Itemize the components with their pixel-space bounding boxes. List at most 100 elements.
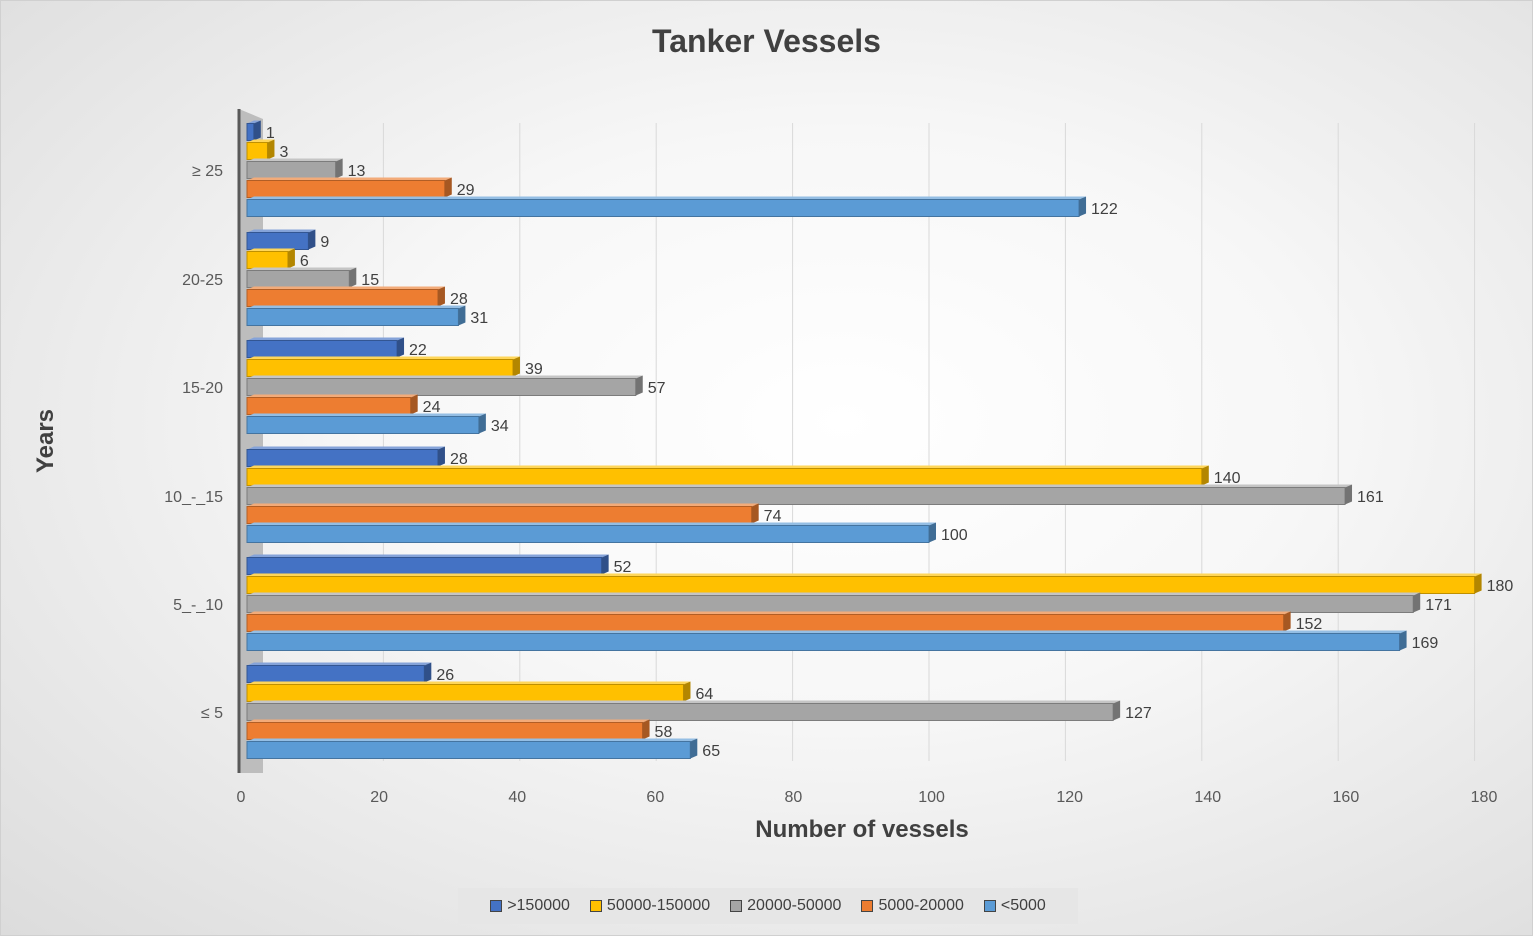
bar-top-face [247,356,520,360]
data-label: 65 [702,743,720,760]
x-tick-label: 180 [1471,789,1498,806]
data-label: 9 [320,234,329,251]
bar-end-face [437,286,445,307]
bar [246,592,1421,613]
data-label: 28 [450,291,468,308]
x-tick-label: 160 [1333,789,1360,806]
bar-front-face [246,289,439,307]
bar-front-face [246,340,398,358]
data-label: 13 [348,163,366,180]
data-label: 1 [266,125,275,142]
bar-top-face [247,465,1209,469]
bar-top-face [247,305,466,309]
bar [246,719,650,740]
bar [246,177,452,198]
data-label: 52 [614,559,632,576]
bar-top-face [247,139,275,143]
bar-top-face [247,158,343,162]
bar-top-face [247,248,295,252]
bar-front-face [246,251,289,269]
bar [246,139,275,160]
bar [246,286,445,307]
bar-end-face [1399,630,1407,651]
bar [246,337,405,358]
data-label: 29 [457,182,475,199]
legend-swatch [490,900,503,912]
data-label: 39 [525,361,543,378]
bar-top-face [247,177,452,181]
data-label: 24 [423,399,441,416]
bar-top-face [247,394,418,398]
bar [246,158,343,179]
y-category-label: 10_-_15 [164,489,223,506]
x-tick-label: 20 [370,789,388,806]
bar-front-face [246,199,1080,217]
data-label: 26 [436,667,454,684]
data-label: 28 [450,451,468,468]
bar [246,662,432,683]
bar-top-face [247,286,445,290]
data-label: 152 [1296,616,1323,633]
legend-item: <5000 [983,897,1046,915]
bar-end-face [287,248,295,269]
y-category-label: ≥ 25 [192,163,223,180]
bar-front-face [246,633,1401,651]
bar-top-face [247,554,609,558]
bar-end-face [335,158,343,179]
bar-top-face [247,337,405,341]
bar-top-face [247,681,691,685]
bar-end-face [397,337,405,358]
bar-front-face [246,703,1114,721]
data-label: 64 [695,686,713,703]
bar-front-face [246,741,691,759]
bar-end-face [1413,592,1421,613]
bar [246,196,1087,217]
chart-title: Tanker Vessels [652,23,881,59]
legend-swatch [983,900,996,912]
bar-front-face [246,359,514,377]
bar [246,554,609,575]
bar-top-face [247,484,1353,488]
data-label: 6 [300,253,309,270]
bar [246,484,1353,505]
bar-front-face [246,378,637,396]
bar-front-face [246,397,412,415]
y-category-label: 20-25 [182,272,223,289]
bar-front-face [246,416,480,434]
data-label: 127 [1125,705,1152,722]
legend-label: 50000-150000 [606,897,711,914]
bar [246,738,698,759]
bar-front-face [246,232,309,250]
bar-front-face [246,506,753,524]
bar-top-face [247,630,1407,634]
bar-end-face [601,554,609,575]
legend-item: 20000-50000 [730,897,841,915]
bar-front-face [246,449,439,467]
legend-label: >150000 [507,897,570,914]
bar-top-face [247,120,261,124]
data-label: 140 [1214,470,1241,487]
bar-front-face [246,684,684,702]
bar [246,630,1407,651]
bar-top-face [247,700,1121,704]
data-label: 180 [1487,578,1514,595]
bar [246,681,691,702]
bar-top-face [247,375,643,379]
bar-end-face [267,139,275,160]
bar [246,413,486,434]
legend-item: 5000-20000 [861,897,964,915]
bar-end-face [1201,465,1209,486]
data-label: 169 [1412,635,1439,652]
bar-front-face [246,722,644,740]
bar-end-face [458,305,466,326]
bar-end-face [1283,611,1291,632]
data-label: 15 [361,272,379,289]
bar [246,267,357,288]
bar-end-face [1474,573,1482,594]
bar [246,305,466,326]
bar [246,573,1482,594]
bar-front-face [246,525,930,543]
bar-end-face [424,662,432,683]
bar-top-face [247,267,357,271]
data-label: 57 [648,380,666,397]
